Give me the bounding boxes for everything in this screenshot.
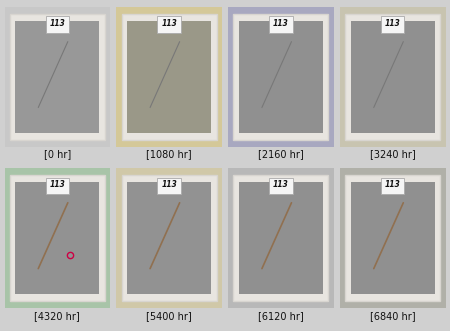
X-axis label: [0 hr]: [0 hr] bbox=[44, 150, 71, 160]
Bar bbox=[45, 177, 69, 194]
X-axis label: [6120 hr]: [6120 hr] bbox=[258, 310, 304, 321]
Bar bbox=[381, 177, 405, 194]
Text: 113: 113 bbox=[50, 19, 65, 28]
Bar bbox=[351, 182, 435, 294]
Bar bbox=[351, 21, 435, 133]
X-axis label: [5400 hr]: [5400 hr] bbox=[146, 310, 192, 321]
X-axis label: [4320 hr]: [4320 hr] bbox=[34, 310, 80, 321]
Text: 113: 113 bbox=[385, 19, 400, 28]
Bar bbox=[238, 182, 323, 294]
Text: 113: 113 bbox=[273, 180, 289, 189]
Bar bbox=[381, 17, 405, 33]
X-axis label: [6840 hr]: [6840 hr] bbox=[370, 310, 415, 321]
Bar bbox=[45, 17, 69, 33]
Text: 113: 113 bbox=[385, 180, 400, 189]
Text: 113: 113 bbox=[161, 180, 177, 189]
Bar bbox=[238, 21, 323, 133]
X-axis label: [1080 hr]: [1080 hr] bbox=[146, 150, 192, 160]
Text: 113: 113 bbox=[273, 19, 289, 28]
Bar bbox=[15, 21, 99, 133]
Text: 113: 113 bbox=[161, 19, 177, 28]
Bar bbox=[269, 177, 292, 194]
X-axis label: [2160 hr]: [2160 hr] bbox=[258, 150, 304, 160]
Bar bbox=[127, 21, 212, 133]
Bar bbox=[158, 177, 181, 194]
Bar bbox=[127, 182, 212, 294]
X-axis label: [3240 hr]: [3240 hr] bbox=[370, 150, 416, 160]
Text: 113: 113 bbox=[50, 180, 65, 189]
Bar bbox=[269, 17, 292, 33]
Bar bbox=[15, 182, 99, 294]
Bar bbox=[158, 17, 181, 33]
